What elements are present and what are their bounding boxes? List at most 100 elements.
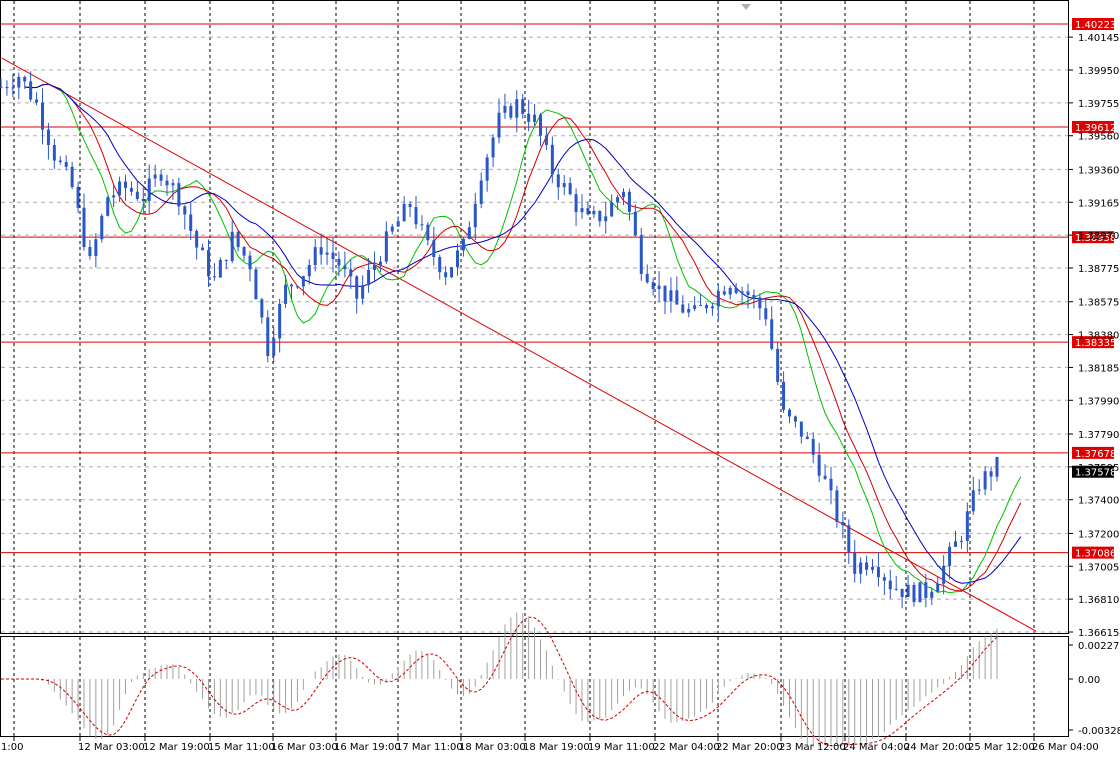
candle-body [835,490,839,523]
candle-body [645,273,649,283]
candle-body [586,208,590,215]
candle-body [94,239,98,257]
candle-body [616,197,620,203]
price-tick-label: 1.38575 [1078,298,1119,309]
candle-body [657,285,661,289]
level-label: 1.37086 [1075,549,1116,560]
candle-body [177,183,181,207]
candle-body [301,276,305,287]
candle-body [52,145,56,161]
candle-body [651,282,655,289]
time-tick-label: 15 Mar 11:00 [208,742,275,753]
candle-body [64,162,68,167]
price-tick-label: 1.38380 [1078,331,1119,342]
candle-body [580,208,584,213]
candle-body [76,187,80,208]
candle-body [912,584,916,603]
candle-body [989,471,993,477]
candle-body [805,436,809,439]
candle-body [639,235,643,274]
candle-body [41,102,44,130]
time-tick-label: 1:00 [1,742,23,753]
candle-body [153,174,157,179]
time-tick-label: 26 Mar 04:00 [1032,742,1099,753]
price-tick-label: 1.37200 [1078,529,1119,540]
price-tick-label: 1.39560 [1078,132,1119,143]
candle-body [604,216,608,222]
candle-body [799,421,803,437]
candle-body [574,194,578,213]
candle-body [894,588,898,590]
candle-body [865,562,869,570]
candle-body [610,202,614,217]
scroll-marker-icon[interactable] [741,4,751,10]
candle-body [129,188,133,192]
candle-body [562,183,566,188]
candle-body [361,285,365,299]
candle-body [995,456,999,477]
candle-body [378,261,382,265]
candle-body [598,211,602,222]
candle-body [539,114,542,136]
candle-body [930,591,934,598]
candle-body [337,259,341,266]
candle-body [367,269,371,286]
candle-body [888,580,892,590]
osc-tick-label: -0.003286 [1078,726,1120,737]
candle-body [515,99,519,118]
price-tick-label: 1.38970 [1078,231,1119,242]
time-tick-label: 16 Mar 19:00 [334,742,401,753]
candle-body [521,99,525,114]
candle-body [900,588,904,597]
candle-body [906,584,910,597]
candle-body [734,287,738,293]
level-label: 1.39612 [1075,123,1116,134]
candle-body [390,226,394,232]
trendline-segment[interactable] [1,57,1037,632]
candle-body [432,240,436,258]
candle-body [758,297,762,309]
candle-body [384,231,388,262]
price-tick-label: 1.39950 [1078,66,1119,77]
candle-body [687,308,691,313]
candle-body [544,135,548,145]
candle-body [740,291,744,293]
candle-body [479,180,483,204]
osc-signal-line [1,616,998,747]
price-tick-label: 1.40145 [1078,33,1119,44]
candle-body [260,299,264,318]
candle-body [456,250,459,268]
candle-body [550,144,554,175]
candle-body [82,207,86,248]
time-tick-label: 24 Mar 20:00 [904,742,971,753]
candle-body [592,211,596,215]
candle-body [461,238,465,251]
time-tick-label: 16 Mar 03:00 [271,742,338,753]
price-tick-label: 1.38775 [1078,264,1119,275]
candle-body [485,157,489,181]
price-tick-label: 1.36615 [1078,628,1119,639]
candle-body [782,381,786,410]
level-label-box [1072,336,1114,349]
candle-body [710,306,714,309]
candle-body [331,252,335,260]
candle-body [882,577,886,581]
candle-body [343,265,347,270]
price-tick-label: 1.37790 [1078,430,1119,441]
candle-body [17,76,21,88]
candle-body [284,284,288,304]
candle-body [189,214,193,231]
time-tick-label: 22 Mar 20:00 [716,742,783,753]
candle-body [556,174,560,188]
ma-red-line [24,83,1022,592]
candle-body [467,227,471,239]
candle-body [278,303,282,339]
candle-body [876,566,880,578]
candle-body [497,112,501,138]
osc-tick-label: 0.00227 [1078,641,1119,652]
candle-body [853,552,857,574]
price-tick-label: 1.37005 [1078,562,1119,573]
candle-body [823,475,827,479]
candle-body [693,305,697,309]
